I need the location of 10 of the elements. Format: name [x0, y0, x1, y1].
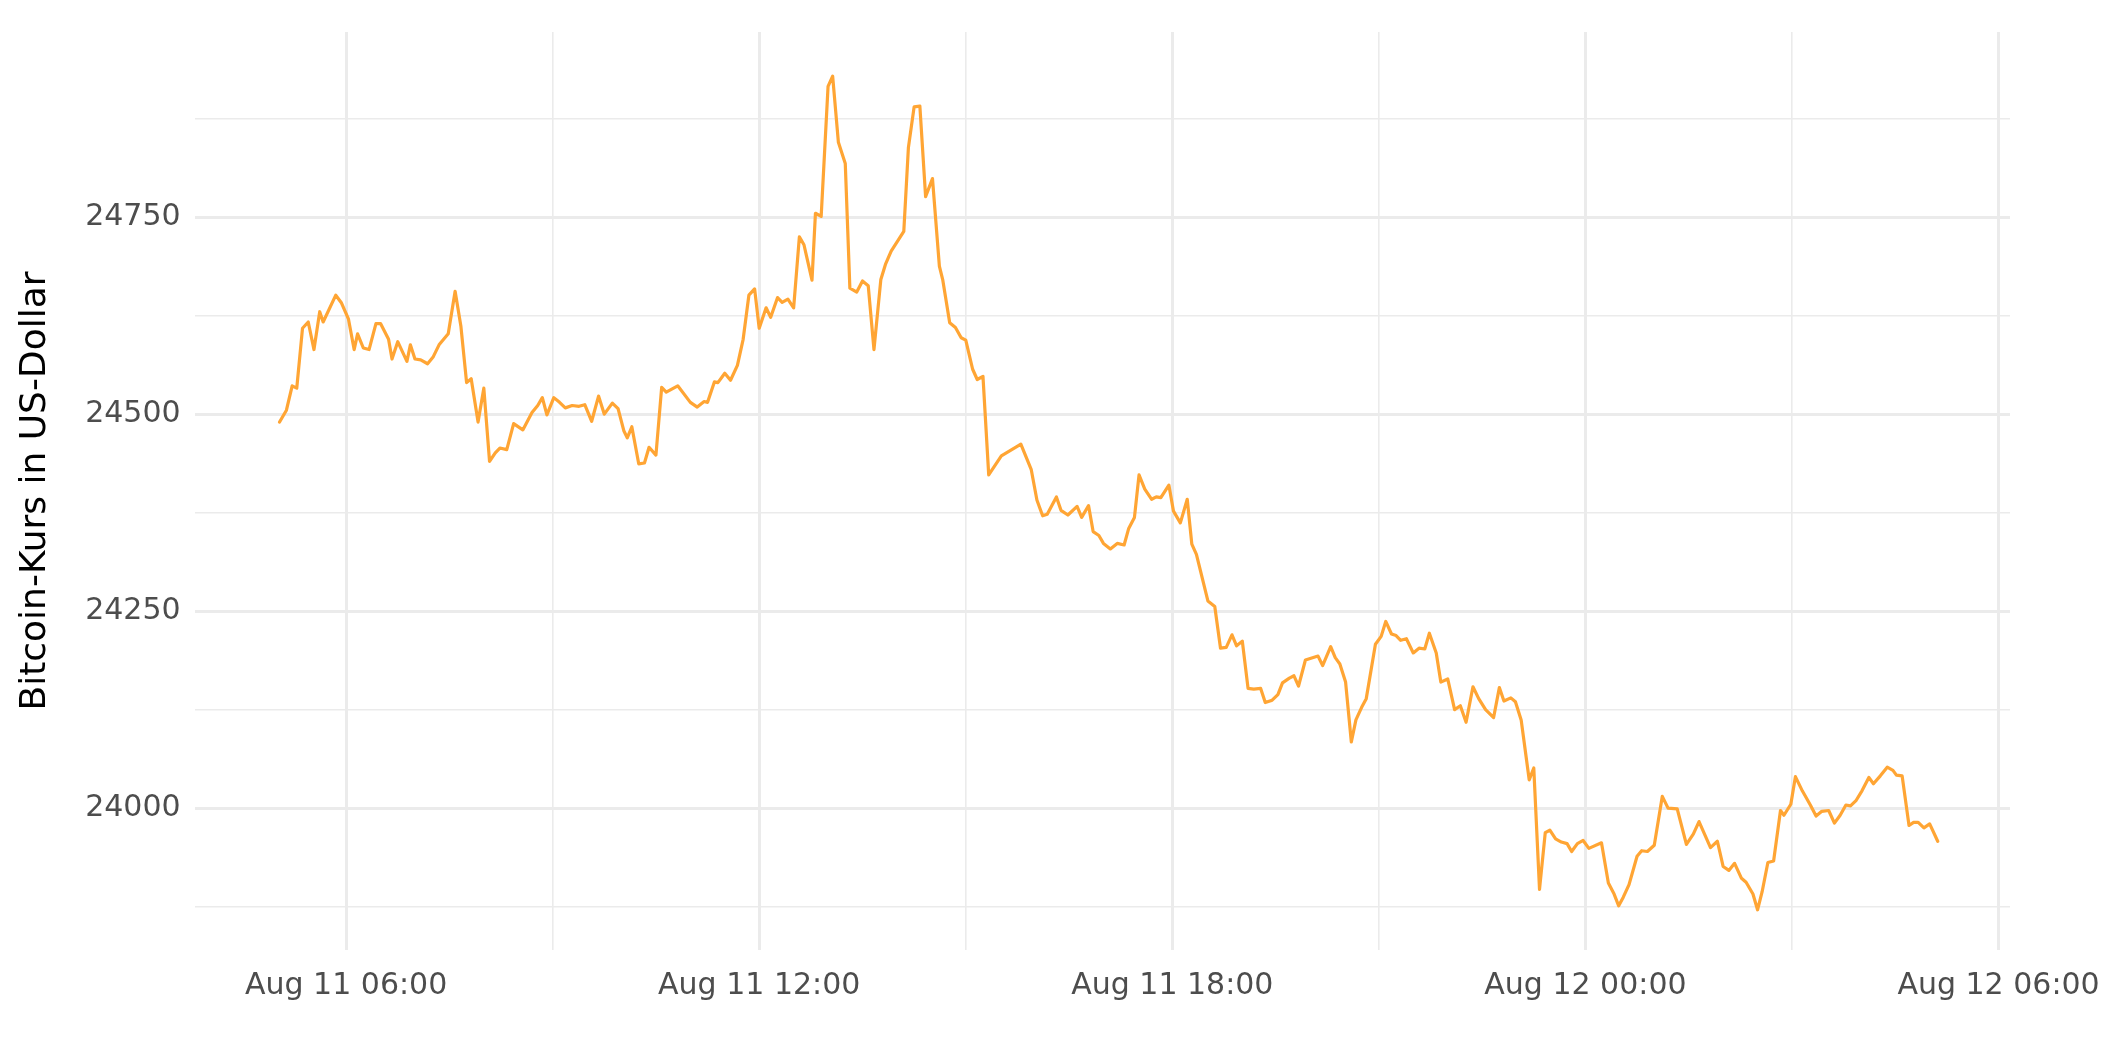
- x-tick-label: Aug 12 06:00: [1897, 965, 2100, 1001]
- x-tick-label: Aug 11 12:00: [658, 965, 861, 1001]
- y-tick-label: 24000: [85, 787, 181, 823]
- x-tick-label: Aug 11 18:00: [1071, 965, 1274, 1001]
- x-tick-label: Aug 12 00:00: [1484, 965, 1687, 1001]
- y-tick-label: 24250: [85, 590, 181, 626]
- y-tick-label: 24500: [85, 393, 181, 429]
- y-axis-title: Bitcoin-Kurs in US-Dollar: [11, 271, 53, 711]
- x-tick-label: Aug 11 06:00: [244, 965, 448, 1001]
- y-tick-label: 24750: [85, 196, 181, 232]
